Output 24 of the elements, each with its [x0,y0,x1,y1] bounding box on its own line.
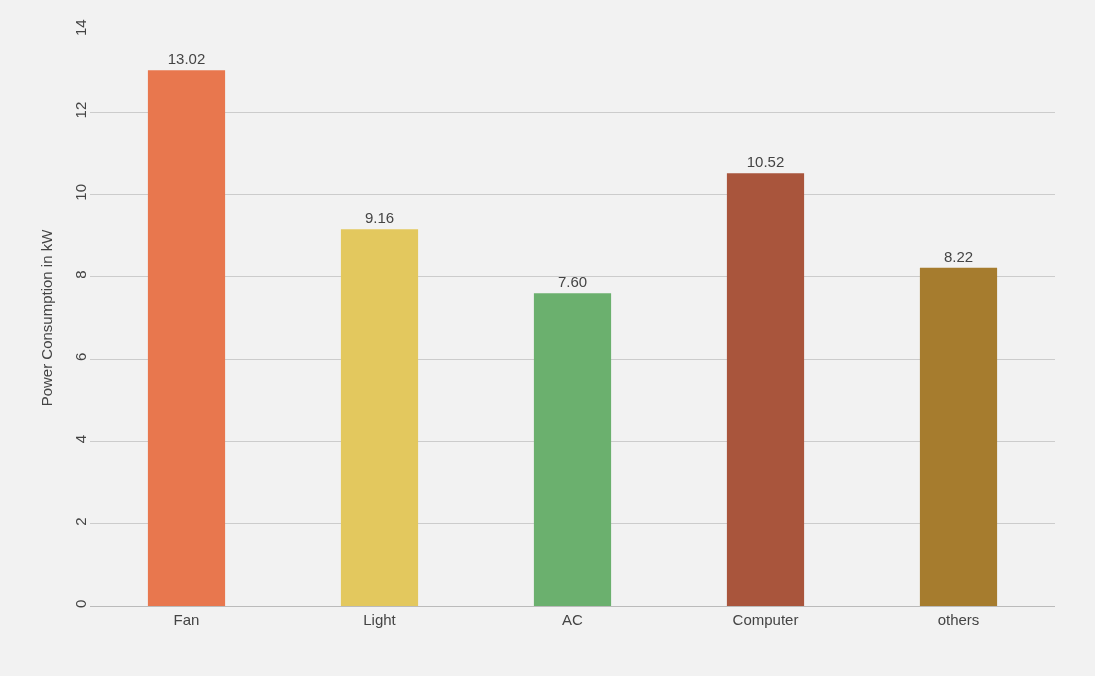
y-tick-label: 12 [72,101,89,119]
x-tick-label: Light [363,611,397,628]
data-label: 13.02 [167,50,206,68]
bar [533,293,612,606]
y-tick-label: 6 [72,352,89,362]
y-tick-label: 0 [72,599,89,608]
y-tick-label: 8 [72,270,89,279]
bar [147,70,226,606]
data-label: 10.52 [746,153,785,171]
y-tick-label: 2 [72,517,89,526]
y-tick-label: 10 [72,183,89,201]
x-tick-label: others [937,611,980,628]
y-tick-label: 4 [72,435,89,444]
y-tick-label: 14 [72,19,89,37]
bar [919,267,998,606]
bar [340,229,419,606]
x-tick-label: AC [562,611,584,628]
x-tick-label: Fan [173,611,200,628]
data-label: 7.60 [557,273,588,291]
data-label: 8.22 [943,247,974,265]
y-axis-title: Power Consumption in kW [38,228,56,407]
bar [726,173,805,606]
data-label: 9.16 [364,209,395,227]
x-tick-label: Computer [732,611,799,628]
